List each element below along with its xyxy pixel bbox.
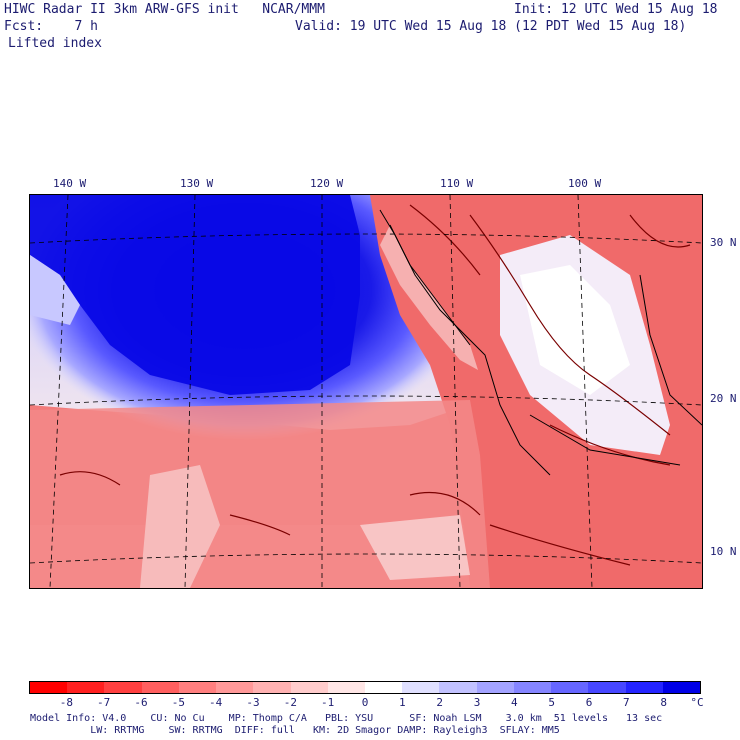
colorbar-tick-label: -5 (171, 696, 185, 709)
colorbar-tick-label: -8 (59, 696, 73, 709)
footer-model-info-1: Model Info: V4.0 CU: No Cu MP: Thomp C/A… (30, 713, 663, 724)
lon-label-130w: 130 W (180, 177, 214, 190)
colorbar-swatch (662, 682, 700, 693)
colorbar-swatch (439, 682, 477, 693)
plateau-core (520, 265, 630, 395)
colorbar-tick-label: 4 (511, 696, 518, 709)
colorbar-swatch (513, 682, 552, 693)
colorbar-tick-label: 8 (660, 696, 667, 709)
colorbar-tick-label: 7 (623, 696, 630, 709)
lon-label-140w: 140 W (53, 177, 87, 190)
light-patch-2 (360, 515, 470, 580)
colorbar-swatch (104, 682, 142, 693)
colorbar-tick-label: 0 (361, 696, 369, 709)
colorbar-swatch (290, 682, 328, 693)
colorbar-tick-label: 2 (436, 696, 443, 709)
header-model-title: HIWC Radar II 3km ARW-GFS init NCAR/MMM (4, 2, 325, 17)
colorbar-swatch (402, 682, 440, 693)
colorbar-swatch (364, 682, 403, 693)
colorbar-tick-label: -3 (246, 696, 260, 709)
colorbar-swatch (30, 682, 68, 693)
colorbar-tick-label: -2 (283, 696, 297, 709)
colorbar-swatch (588, 682, 626, 693)
lat-label-20n: 20 N (710, 392, 737, 405)
colorbar-swatch (476, 682, 514, 693)
map-canvas (30, 195, 702, 588)
footer-model-info-2: LW: RRTMG SW: RRTMG DIFF: full KM: 2D Sm… (30, 725, 560, 736)
colorbar-swatch (178, 682, 217, 693)
colorbar-swatch (253, 682, 291, 693)
colorbar-tick-label: 1 (399, 696, 406, 709)
colorbar-tick-label: -7 (97, 696, 111, 709)
colorbar-swatch (141, 682, 179, 693)
lat-label-10n: 10 N (710, 545, 737, 558)
colorbar-tick-label: 5 (548, 696, 555, 709)
colorbar-swatch (551, 682, 589, 693)
lon-label-110w: 110 W (440, 177, 474, 190)
colorbar (29, 681, 701, 694)
lat-label-30n: 30 N (710, 236, 737, 249)
colorbar-tick-label: -6 (134, 696, 148, 709)
field-name: Lifted index (8, 36, 102, 51)
northwest-light-patch (30, 255, 80, 325)
lon-label-120w: 120 W (310, 177, 344, 190)
colorbar-swatch (67, 682, 105, 693)
colorbar-tick-label: 6 (585, 696, 593, 709)
lifted-index-map (29, 194, 703, 589)
coastlines (379, 209, 702, 476)
header-valid-time: Valid: 19 UTC Wed 15 Aug 18 (12 PDT Wed … (295, 19, 687, 34)
header-forecast-hour: Fcst: 7 h (4, 19, 98, 34)
lon-label-100w: 100 W (568, 177, 602, 190)
header-init-time: Init: 12 UTC Wed 15 Aug 18 (514, 2, 718, 17)
colorbar-tick-label: -4 (209, 696, 223, 709)
colorbar-unit: °C (690, 696, 704, 709)
colorbar-swatch (625, 682, 663, 693)
contours (59, 204, 691, 566)
colorbar-tick-label: -1 (321, 696, 335, 709)
lat-lon-grid (30, 195, 702, 588)
colorbar-tick-label: 3 (473, 696, 481, 709)
stable-core-solid (30, 195, 360, 395)
colorbar-swatch (216, 682, 254, 693)
colorbar-swatch (327, 682, 365, 693)
